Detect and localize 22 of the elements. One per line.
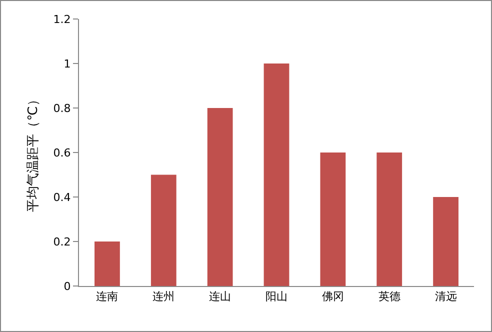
bar (150, 174, 176, 286)
y-tick-label: 0.6 (53, 146, 71, 160)
y-tick-label: 0.8 (53, 102, 71, 115)
x-tick-label: 清远 (434, 290, 457, 304)
y-tick-label: 0.2 (53, 235, 71, 248)
x-tick-label: 连山 (209, 290, 232, 304)
bar (376, 152, 402, 286)
y-tick-label: 1.2 (53, 12, 71, 26)
y-axis-title: 平均气温距平（℃） (26, 93, 42, 212)
bar (207, 108, 233, 286)
y-tick-label: 0 (64, 280, 71, 293)
x-tick-label: 连州 (152, 290, 175, 304)
bar (264, 64, 290, 286)
x-tick-label: 英德 (378, 290, 400, 304)
bar (433, 197, 458, 286)
bar (320, 152, 346, 286)
bar (94, 242, 120, 286)
y-tick-label: 1 (64, 57, 71, 70)
y-tick-label: 0.4 (53, 190, 71, 204)
x-tick-label: 连南 (96, 290, 118, 304)
x-tick-label: 阳山 (266, 290, 288, 304)
x-tick-label: 佛冈 (322, 290, 344, 304)
